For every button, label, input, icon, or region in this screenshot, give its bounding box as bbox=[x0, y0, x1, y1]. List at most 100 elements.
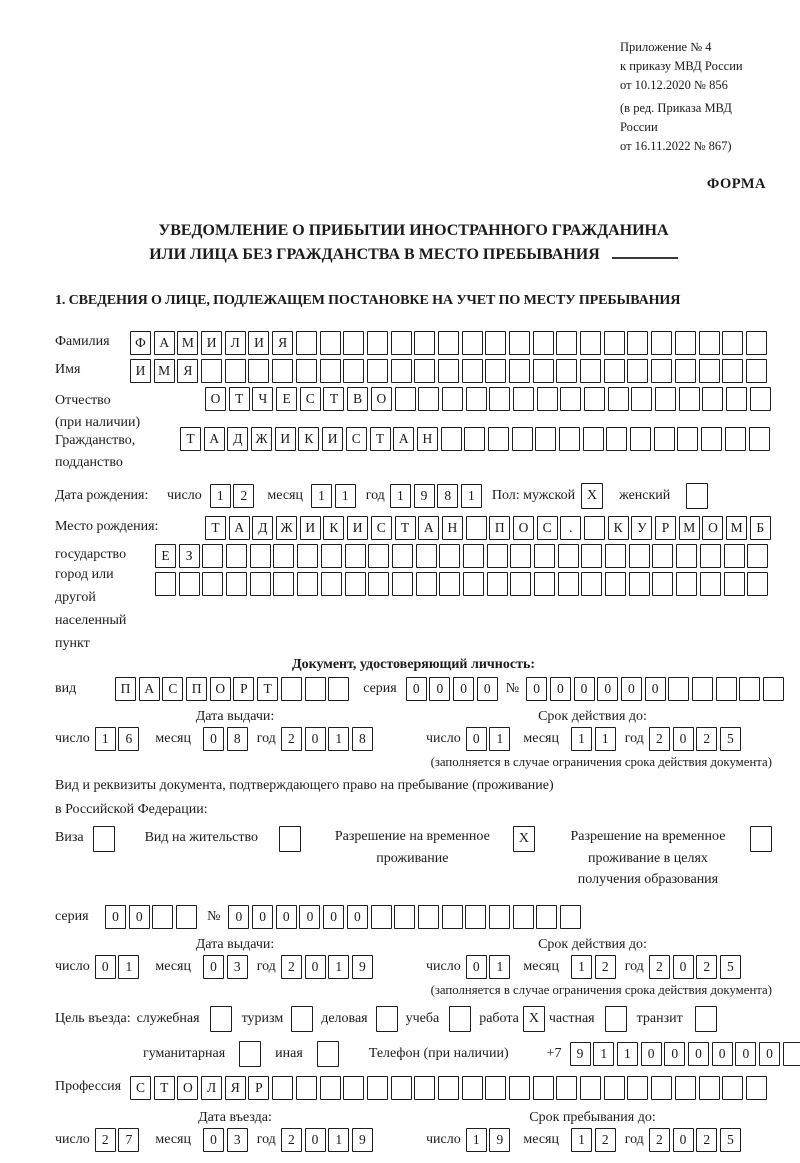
char-cell[interactable]: Р bbox=[655, 515, 677, 540]
char-cell[interactable]: А bbox=[393, 426, 415, 451]
char-cell[interactable]: 2 bbox=[648, 727, 670, 752]
char-cell[interactable]: 0 bbox=[597, 677, 619, 702]
char-cell[interactable]: 3 bbox=[226, 1128, 248, 1153]
char-cell[interactable] bbox=[509, 359, 530, 384]
char-cell[interactable]: 0 bbox=[304, 955, 326, 980]
char-cell[interactable] bbox=[605, 571, 627, 596]
char-cell[interactable] bbox=[556, 331, 578, 356]
char-cell[interactable] bbox=[628, 543, 650, 568]
char-cell[interactable]: О bbox=[177, 1076, 199, 1101]
char-cell[interactable] bbox=[509, 331, 530, 356]
char-cell[interactable] bbox=[715, 677, 737, 702]
char-cell[interactable]: 0 bbox=[105, 905, 126, 930]
char-cell[interactable]: 0 bbox=[94, 955, 116, 980]
char-cell[interactable] bbox=[394, 905, 416, 930]
char-cell[interactable] bbox=[414, 1076, 436, 1101]
char-cell[interactable]: М bbox=[153, 359, 175, 384]
char-cell[interactable] bbox=[723, 543, 745, 568]
char-cell[interactable] bbox=[366, 331, 388, 356]
char-cell[interactable]: Я bbox=[224, 1076, 246, 1101]
char-cell[interactable] bbox=[344, 571, 366, 596]
char-cell[interactable] bbox=[557, 543, 579, 568]
char-cell[interactable] bbox=[390, 331, 412, 356]
char-cell[interactable] bbox=[320, 543, 342, 568]
char-cell[interactable]: 8 bbox=[437, 483, 459, 508]
char-cell[interactable] bbox=[532, 1076, 554, 1101]
char-cell[interactable] bbox=[560, 905, 582, 930]
char-cell[interactable] bbox=[603, 359, 625, 384]
char-cell[interactable]: А bbox=[228, 515, 250, 540]
char-cell[interactable] bbox=[370, 905, 392, 930]
char-cell[interactable]: 2 bbox=[280, 955, 302, 980]
char-cell[interactable] bbox=[437, 1076, 459, 1101]
char-cell[interactable] bbox=[224, 359, 246, 384]
char-cell[interactable]: 2 bbox=[696, 727, 718, 752]
char-cell[interactable] bbox=[366, 359, 388, 384]
char-cell[interactable] bbox=[328, 677, 350, 702]
char-cell[interactable] bbox=[202, 571, 224, 596]
char-cell[interactable] bbox=[535, 426, 557, 451]
char-cell[interactable]: 2 bbox=[233, 483, 255, 508]
char-cell[interactable]: 7 bbox=[118, 1128, 140, 1153]
char-cell[interactable] bbox=[699, 571, 721, 596]
char-cell[interactable]: 1 bbox=[594, 727, 616, 752]
purpose-other-checkbox[interactable] bbox=[316, 1041, 339, 1068]
char-cell[interactable] bbox=[510, 571, 532, 596]
char-cell[interactable] bbox=[534, 571, 555, 596]
char-cell[interactable] bbox=[674, 1076, 696, 1101]
char-cell[interactable]: Д bbox=[227, 426, 249, 451]
char-cell[interactable]: И bbox=[347, 515, 369, 540]
char-cell[interactable]: М bbox=[726, 515, 748, 540]
char-cell[interactable]: Т bbox=[257, 677, 279, 702]
char-cell[interactable]: 8 bbox=[226, 727, 248, 752]
char-cell[interactable]: 0 bbox=[405, 677, 427, 702]
char-cell[interactable] bbox=[722, 1076, 744, 1101]
char-cell[interactable]: З bbox=[178, 543, 200, 568]
purpose-official-checkbox[interactable] bbox=[209, 1006, 232, 1033]
visa-checkbox[interactable] bbox=[92, 826, 115, 853]
char-cell[interactable] bbox=[462, 543, 484, 568]
char-cell[interactable]: О bbox=[205, 387, 226, 412]
char-cell[interactable] bbox=[745, 1076, 767, 1101]
char-cell[interactable]: 0 bbox=[228, 905, 250, 930]
char-cell[interactable] bbox=[394, 387, 416, 412]
char-cell[interactable]: А bbox=[203, 426, 225, 451]
char-cell[interactable] bbox=[511, 426, 533, 451]
char-cell[interactable] bbox=[485, 331, 507, 356]
char-cell[interactable] bbox=[674, 331, 696, 356]
char-cell[interactable]: 1 bbox=[311, 483, 332, 508]
char-cell[interactable]: П bbox=[115, 677, 136, 702]
char-cell[interactable] bbox=[439, 543, 461, 568]
char-cell[interactable] bbox=[745, 359, 767, 384]
char-cell[interactable] bbox=[749, 387, 771, 412]
char-cell[interactable] bbox=[465, 515, 487, 540]
char-cell[interactable]: 1 bbox=[489, 727, 511, 752]
char-cell[interactable] bbox=[439, 571, 461, 596]
char-cell[interactable]: И bbox=[130, 359, 151, 384]
char-cell[interactable] bbox=[280, 677, 302, 702]
char-cell[interactable]: О bbox=[702, 515, 724, 540]
char-cell[interactable] bbox=[368, 543, 390, 568]
residence-permit-checkbox[interactable] bbox=[278, 826, 301, 853]
char-cell[interactable]: А bbox=[418, 515, 440, 540]
char-cell[interactable]: 0 bbox=[687, 1042, 709, 1067]
char-cell[interactable]: 0 bbox=[672, 1128, 694, 1153]
char-cell[interactable]: 0 bbox=[644, 677, 666, 702]
char-cell[interactable] bbox=[509, 1076, 530, 1101]
char-cell[interactable]: 1 bbox=[593, 1042, 615, 1067]
char-cell[interactable] bbox=[782, 1042, 800, 1067]
char-cell[interactable] bbox=[414, 359, 436, 384]
char-cell[interactable] bbox=[319, 331, 341, 356]
char-cell[interactable]: 1 bbox=[94, 727, 116, 752]
char-cell[interactable] bbox=[603, 1076, 625, 1101]
char-cell[interactable]: Е bbox=[155, 543, 176, 568]
char-cell[interactable] bbox=[582, 426, 604, 451]
char-cell[interactable]: Т bbox=[180, 426, 201, 451]
char-cell[interactable] bbox=[489, 387, 511, 412]
char-cell[interactable] bbox=[580, 359, 602, 384]
char-cell[interactable]: 1 bbox=[334, 483, 356, 508]
char-cell[interactable]: 9 bbox=[569, 1042, 591, 1067]
char-cell[interactable] bbox=[698, 331, 720, 356]
char-cell[interactable] bbox=[724, 426, 746, 451]
char-cell[interactable] bbox=[603, 331, 625, 356]
